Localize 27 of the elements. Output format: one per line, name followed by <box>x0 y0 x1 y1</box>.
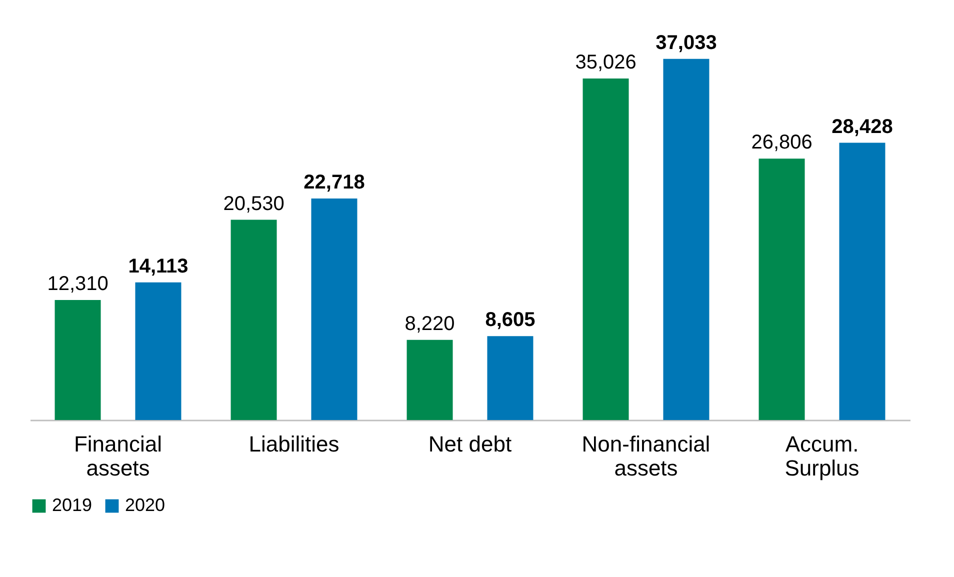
bar <box>663 58 710 420</box>
x-tick-label: Financial assets <box>74 432 162 480</box>
data-label: 8,605 <box>485 309 536 332</box>
bar <box>311 198 358 420</box>
bar <box>582 78 629 420</box>
data-label: 28,428 <box>832 116 893 138</box>
bar <box>487 336 534 420</box>
data-label: 22,718 <box>304 171 365 194</box>
data-label: 20,530 <box>223 192 284 215</box>
bar <box>54 300 101 420</box>
bar <box>406 340 453 420</box>
data-label: 35,026 <box>575 51 636 74</box>
data-label: 12,310 <box>47 272 108 295</box>
x-tick-label: Liabilities <box>248 432 340 456</box>
x-tick-label: Accum. Surplus <box>784 432 860 480</box>
data-label: 26,806 <box>751 132 812 154</box>
data-label: 37,033 <box>656 32 717 54</box>
bar <box>839 142 886 420</box>
x-tick-label: Net debt <box>428 432 512 456</box>
bar <box>230 220 277 420</box>
x-tick-label: Non-financial assets <box>582 432 710 480</box>
legend-label: 2020 <box>125 495 166 515</box>
data-label: 14,113 <box>128 255 188 278</box>
bar <box>758 158 805 420</box>
data-label: 8,220 <box>404 312 455 335</box>
legend-label: 2019 <box>52 495 92 515</box>
bar <box>135 282 182 420</box>
